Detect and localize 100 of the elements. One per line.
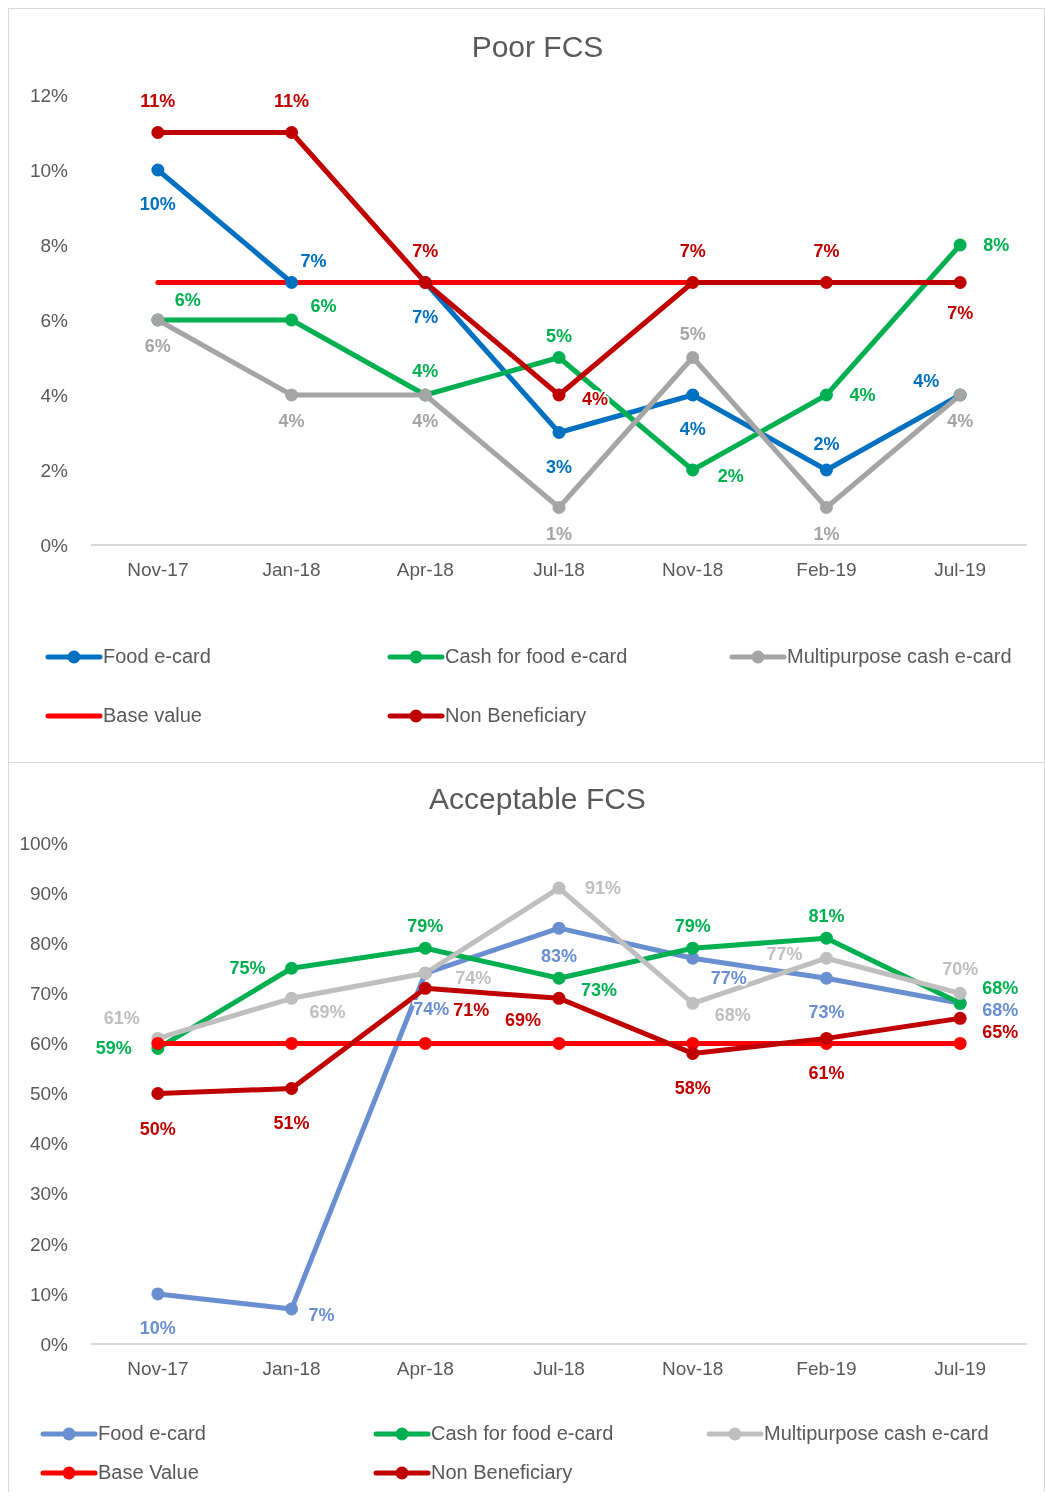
data-label: 7% xyxy=(412,306,439,327)
data-label: 71% xyxy=(453,1000,490,1021)
data-label: 6% xyxy=(174,290,201,310)
data-label: 75% xyxy=(229,958,266,979)
data-label: 51% xyxy=(273,1113,310,1134)
y-tick-label: 2% xyxy=(40,459,69,481)
data-label: 69% xyxy=(309,1002,346,1023)
x-tick-label: Jan-18 xyxy=(262,559,321,581)
legend-label: Non Beneficiary xyxy=(445,704,587,727)
y-tick-label: 8% xyxy=(40,234,69,256)
x-tick-label: Nov-18 xyxy=(662,1358,724,1380)
data-label: 69% xyxy=(504,1010,542,1031)
y-tick-label: 80% xyxy=(29,932,69,954)
data-label: 59% xyxy=(95,1038,132,1059)
data-label: 61% xyxy=(808,1063,845,1084)
data-label: 11% xyxy=(140,90,176,111)
data-label: 4% xyxy=(412,361,439,381)
y-tick-label: 30% xyxy=(29,1183,69,1205)
data-label: 65% xyxy=(982,1022,1019,1043)
data-label: 73% xyxy=(580,980,618,1001)
data-label: 7% xyxy=(412,240,439,261)
data-label: 1% xyxy=(545,523,573,544)
x-tick-label: Nov-18 xyxy=(662,559,724,581)
data-label: 50% xyxy=(139,1118,176,1139)
y-tick-label: 12% xyxy=(29,84,69,106)
y-tick-label: 20% xyxy=(29,1233,69,1255)
data-label: 8% xyxy=(983,235,1010,255)
data-label: 4% xyxy=(913,371,940,391)
y-tick-label: 0% xyxy=(40,1333,69,1355)
x-tick-label: Jan-18 xyxy=(262,1358,321,1380)
y-tick-label: 40% xyxy=(29,1133,69,1155)
data-label: 79% xyxy=(674,916,711,937)
data-label: 5% xyxy=(679,323,706,344)
legend-label: Base Value xyxy=(98,1461,199,1484)
data-label: 7% xyxy=(300,250,327,271)
data-label: 4% xyxy=(947,411,974,431)
data-label: 68% xyxy=(714,1005,751,1026)
data-label: 4% xyxy=(679,419,706,439)
y-tick-label: 10% xyxy=(29,159,69,181)
chart-title: Poor FCS xyxy=(471,29,604,64)
y-tick-label: 0% xyxy=(40,534,69,556)
legend-label: Multipurpose cash e-card xyxy=(764,1422,989,1445)
x-tick-label: Jul-19 xyxy=(934,559,987,581)
data-label: 7% xyxy=(813,240,840,261)
data-label: 79% xyxy=(407,916,444,937)
x-tick-label: Jul-18 xyxy=(533,559,585,581)
data-label: 68% xyxy=(982,978,1019,999)
y-tick-label: 90% xyxy=(29,882,69,904)
legend-label: Cash for food e-card xyxy=(431,1422,614,1445)
x-tick-label: Jul-19 xyxy=(934,1358,987,1380)
data-label: 81% xyxy=(808,906,845,927)
y-tick-label: 50% xyxy=(29,1083,69,1105)
data-label: 4% xyxy=(278,411,305,431)
x-tick-label: Feb-19 xyxy=(796,559,857,581)
data-label: 4% xyxy=(412,411,439,431)
x-tick-label: Nov-17 xyxy=(127,1358,189,1380)
legend-label: Food e-card xyxy=(98,1422,206,1445)
data-label: 73% xyxy=(808,1002,845,1023)
data-label: 74% xyxy=(413,999,450,1020)
data-label: 2% xyxy=(813,434,840,454)
data-label: 68% xyxy=(982,1000,1019,1021)
data-label: 70% xyxy=(942,959,979,980)
data-label: 61% xyxy=(103,1008,140,1029)
data-label: 58% xyxy=(674,1078,711,1099)
legend-label: Food e-card xyxy=(103,645,211,668)
data-label: 91% xyxy=(584,878,622,899)
y-tick-label: 10% xyxy=(29,1283,69,1305)
x-tick-label: Nov-17 xyxy=(127,559,189,581)
data-label: 4% xyxy=(849,385,876,405)
data-label: 74% xyxy=(455,968,492,989)
x-tick-label: Jul-18 xyxy=(533,1358,585,1380)
x-tick-label: Apr-18 xyxy=(396,559,454,581)
chart-title: Acceptable FCS xyxy=(429,782,646,816)
data-label: 77% xyxy=(766,944,803,965)
data-label: 77% xyxy=(710,968,747,989)
legend-label: Multipurpose cash e-card xyxy=(787,645,1012,668)
data-label: 3% xyxy=(545,456,573,477)
data-label: 83% xyxy=(540,946,578,967)
data-label: 7% xyxy=(308,1304,335,1325)
y-tick-label: 100% xyxy=(19,832,69,854)
data-label: 10% xyxy=(139,194,176,214)
data-label: 11% xyxy=(274,90,310,111)
data-label: 7% xyxy=(679,240,706,261)
legend-label: Base value xyxy=(103,704,202,727)
data-label: 10% xyxy=(139,1317,176,1338)
x-tick-label: Apr-18 xyxy=(396,1358,454,1380)
data-label: 1% xyxy=(813,523,840,544)
data-label: 4% xyxy=(581,389,609,409)
data-label: 5% xyxy=(545,325,573,346)
data-label: 6% xyxy=(310,296,337,316)
legend-label: Cash for food e-card xyxy=(445,645,628,668)
x-tick-label: Feb-19 xyxy=(796,1358,857,1380)
data-label: 2% xyxy=(717,466,744,486)
y-tick-label: 70% xyxy=(29,983,69,1005)
data-label: 6% xyxy=(144,336,171,356)
y-tick-label: 6% xyxy=(40,309,69,331)
y-tick-label: 60% xyxy=(29,1033,69,1055)
y-tick-label: 4% xyxy=(40,384,69,406)
data-label: 7% xyxy=(947,302,974,323)
legend-label: Non Beneficiary xyxy=(431,1461,573,1484)
